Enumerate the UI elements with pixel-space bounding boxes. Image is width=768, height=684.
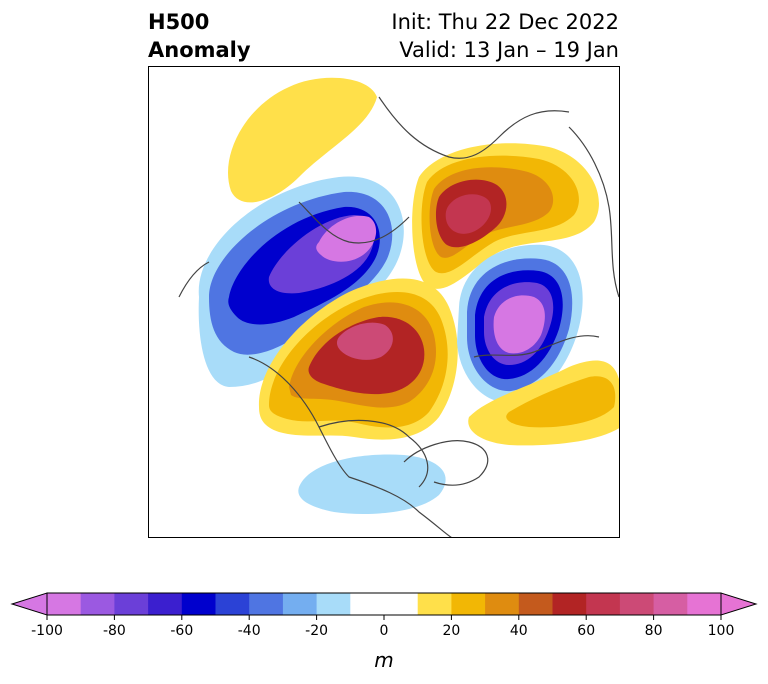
anomaly-negative-bering <box>198 176 404 387</box>
colorbar-bin <box>417 593 452 615</box>
colorbar-tick-label: -100 <box>31 623 63 639</box>
colorbar-bin <box>350 593 385 615</box>
colorbar-bin <box>215 593 250 615</box>
colorbar-tick-label: 60 <box>577 623 595 639</box>
colorbar-tick-label: 100 <box>708 623 735 639</box>
colorbar-bin <box>114 593 149 615</box>
valid-range: Valid: 13 Jan – 19 Jan <box>399 38 619 62</box>
colorbar-bin <box>518 593 553 615</box>
colorbar-extend-max <box>720 592 758 616</box>
anomaly-positive-barents <box>412 143 599 289</box>
colorbar-tick-label: -20 <box>305 623 328 639</box>
colorbar-bin <box>181 593 216 615</box>
colorbar-bin <box>47 593 82 615</box>
init-date: Init: Thu 22 Dec 2022 <box>391 10 619 34</box>
colorbar-tick-label: 0 <box>380 623 389 639</box>
colorbar-bin <box>80 593 115 615</box>
title-left: H500 Anomaly <box>148 8 251 64</box>
colorbar: -100 -80 -60 -40 -20 0 20 40 60 80 100 m <box>0 585 768 680</box>
colorbar-bin <box>687 593 722 615</box>
colorbar-bin <box>148 593 183 615</box>
colorbar-bin <box>282 593 318 615</box>
colorbar-tick-label: 20 <box>442 623 460 639</box>
colorbar-bin <box>552 593 587 615</box>
map-panel <box>148 66 620 538</box>
colorbar-bin <box>249 593 284 615</box>
title-field: H500 <box>148 10 210 34</box>
colorbar-bin <box>451 593 486 615</box>
colorbar-extend-min <box>10 592 48 616</box>
colorbar-bin <box>653 593 688 615</box>
colorbar-bin <box>586 593 621 615</box>
title-type: Anomaly <box>148 38 251 62</box>
colorbar-tick-label: -80 <box>103 623 126 639</box>
colorbar-tick-label: -40 <box>238 623 261 639</box>
colorbar-svg: -100 -80 -60 -40 -20 0 20 40 60 80 100 m <box>10 592 758 672</box>
colorbar-tick-label: -60 <box>170 623 193 639</box>
anomaly-positive-europe <box>468 360 619 446</box>
coastlines <box>178 96 619 537</box>
colorbar-unit-label: m <box>374 648 393 672</box>
colorbar-bin <box>384 593 419 615</box>
anomaly-negative-southern-us <box>298 454 446 514</box>
title-right: Init: Thu 22 Dec 2022 Valid: 13 Jan – 19… <box>391 8 619 64</box>
anomaly-positive-pacific-top <box>228 77 377 203</box>
colorbar-bin <box>316 593 351 615</box>
colorbar-bin <box>619 593 655 615</box>
anomaly-positive-canada <box>258 278 458 440</box>
colorbar-tick-label: 80 <box>645 623 663 639</box>
colorbar-tick-label: 40 <box>510 623 528 639</box>
anomaly-map <box>178 77 619 537</box>
colorbar-bin <box>485 593 520 615</box>
anomaly-negative-asia <box>457 244 583 403</box>
